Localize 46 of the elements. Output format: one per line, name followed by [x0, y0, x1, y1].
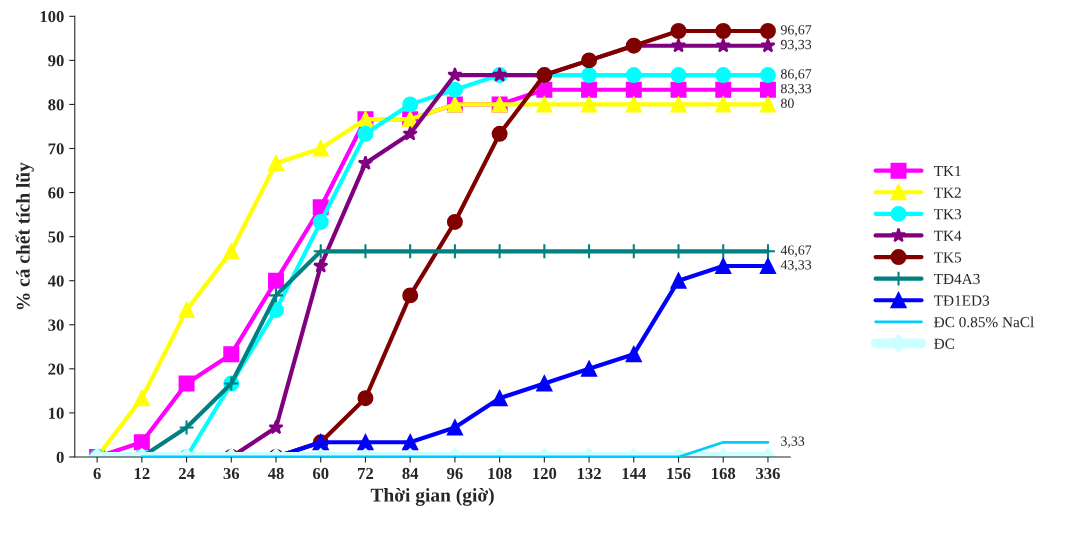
annotation: 86,67	[780, 69, 812, 81]
legend-label: TĐ4A3	[933, 273, 980, 285]
y-tick-label: 50	[48, 231, 64, 243]
y-axis-title: % cá chết tích lũy	[15, 162, 34, 310]
x-tick-label: 72	[358, 467, 374, 479]
y-tick-label: 10	[49, 407, 64, 419]
legend-label: TK4	[933, 230, 962, 241]
y-tick-label: 80	[48, 99, 64, 111]
x-tick-label: 84	[402, 467, 419, 480]
x-tick-label: 48	[267, 467, 284, 480]
legend-label: TK3	[933, 209, 962, 220]
y-tick-label: 70	[48, 143, 64, 155]
annotation: 83,33	[780, 83, 812, 96]
annotation: 80	[780, 98, 794, 108]
x-tick-label: 96	[447, 467, 463, 480]
x-tick-label: 12	[134, 467, 150, 479]
y-tick-label: 0	[56, 451, 64, 463]
x-tick-label: 132	[577, 467, 601, 480]
y-tick-label: 60	[48, 187, 64, 199]
legend-label: ĐC	[934, 338, 955, 349]
y-tick-label: 40	[47, 275, 64, 287]
y-tick-label: 30	[48, 319, 64, 331]
y-tick-label: 20	[48, 363, 64, 375]
x-tick-label: 336	[756, 467, 780, 480]
annotation: 3,33	[781, 436, 805, 448]
legend-label: ĐC 0.85% NaCl	[934, 316, 1034, 328]
annotation: 93,33	[780, 39, 812, 52]
x-tick-label: 144	[622, 467, 646, 479]
x-tick-label: 60	[312, 467, 329, 480]
y-tick-label: 90	[48, 55, 64, 67]
x-tick-label: 36	[223, 467, 240, 480]
annotation: 96,67	[780, 25, 812, 37]
legend-label: TK2	[933, 187, 961, 198]
x-tick-label: 156	[667, 467, 691, 480]
x-tick-label: 6	[93, 467, 101, 480]
x-tick-label: 108	[488, 467, 512, 480]
annotation: 46,67	[780, 245, 812, 257]
x-tick-label: 168	[712, 467, 736, 480]
x-tick-label: 24	[178, 467, 195, 479]
legend-label: TĐ1ED3	[933, 295, 990, 306]
y-tick-label: 100	[40, 11, 64, 23]
legend-label: TK1	[933, 165, 961, 177]
annotation: 43,33	[780, 260, 812, 272]
legend-label: TK5	[933, 252, 962, 263]
x-axis-title: Thời gian (giờ)	[370, 488, 494, 506]
x-tick-label: 120	[533, 467, 557, 480]
